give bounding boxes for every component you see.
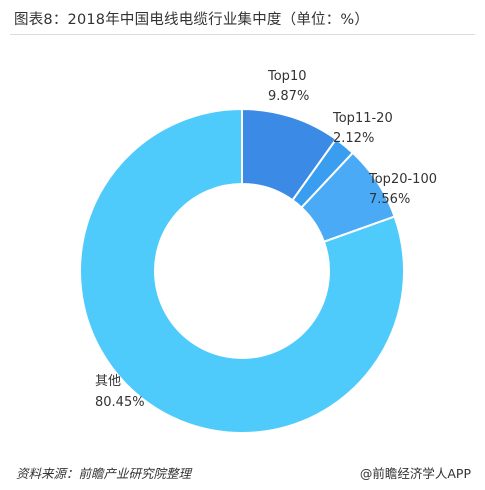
chart-title: 图表8：2018年中国电线电缆行业集中度（单位：%） bbox=[14, 12, 370, 28]
brand-label: @前瞻经济学人APP bbox=[359, 466, 471, 481]
title-divider bbox=[10, 34, 475, 35]
slice-value-label: 2.12% bbox=[333, 131, 374, 146]
slice-value-label: 80.45% bbox=[95, 395, 145, 410]
slice-value-label: 7.56% bbox=[369, 192, 410, 207]
slice-category-label: Top20-100 bbox=[368, 172, 437, 187]
slice-labels: Top10 9.87% Top11-20 2.12% Top20-100 7.56% 其他 8… bbox=[95, 69, 437, 410]
slice-4 bbox=[79, 107, 405, 434]
slice-value-label: 9.87% bbox=[268, 89, 309, 104]
source-note: 资料来源：前瞻产业研究院整理 bbox=[16, 466, 192, 481]
slice-category-label: Top11-20 bbox=[332, 111, 393, 126]
slice-category-label: Top10 bbox=[267, 69, 306, 84]
donut-slices bbox=[79, 107, 405, 434]
slice-category-label: 其他 bbox=[95, 374, 121, 389]
